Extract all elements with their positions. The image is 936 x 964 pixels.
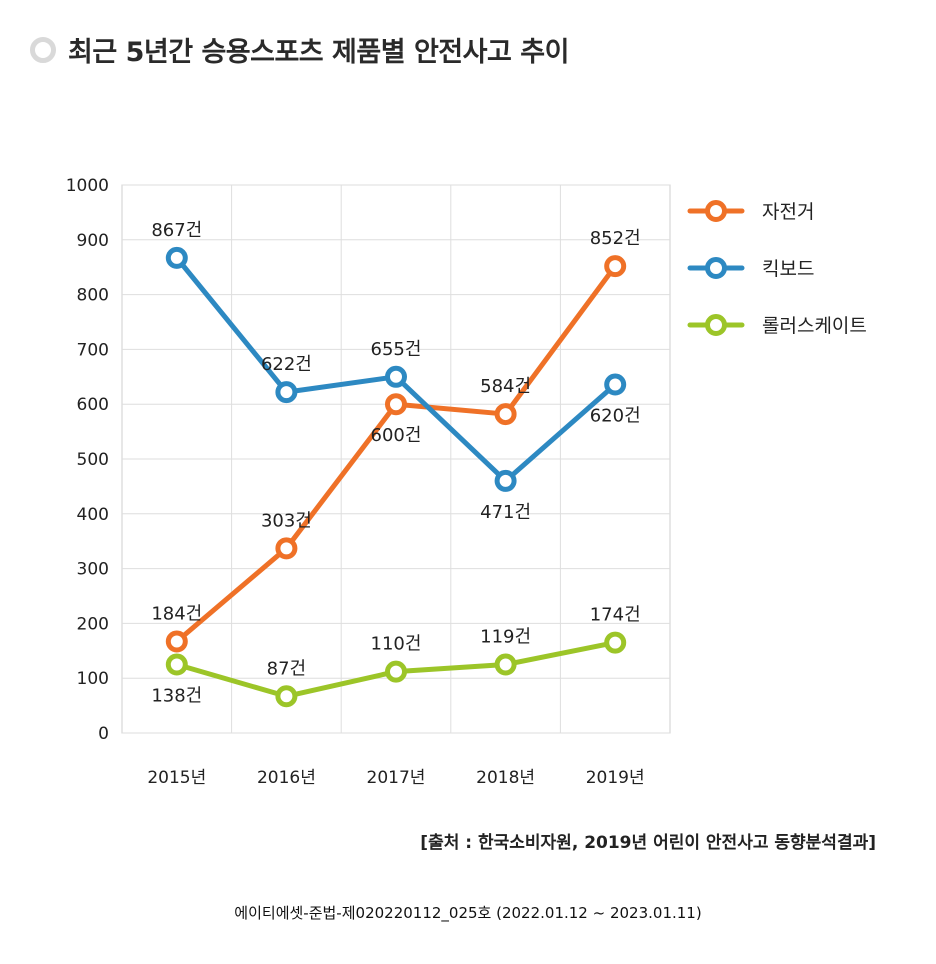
data-label: 138건 xyxy=(151,686,202,707)
legend-label: 롤러스케이트 xyxy=(762,315,867,337)
data-label: 119건 xyxy=(480,627,531,648)
data-point xyxy=(165,653,188,676)
data-point xyxy=(385,365,407,388)
data-point xyxy=(494,653,517,676)
x-tick-label: 2017년 xyxy=(367,768,426,788)
data-label: 174건 xyxy=(590,605,641,626)
data-label: 867건 xyxy=(151,220,202,241)
title-bullet-icon xyxy=(30,36,56,63)
data-point xyxy=(494,403,517,426)
data-point xyxy=(385,660,407,683)
data-label: 852건 xyxy=(590,228,641,249)
legend-label: 자전거 xyxy=(762,201,814,223)
line-chart: 0 100 200 300 400 500 600 700 800 900 1000 2015년 201… xyxy=(66,176,867,788)
y-tick-label: 300 xyxy=(77,560,109,580)
data-point xyxy=(604,373,627,396)
y-tick-label: 1000 xyxy=(66,176,109,196)
y-tick-label: 0 xyxy=(98,724,109,744)
data-point xyxy=(275,685,298,708)
y-tick-label: 500 xyxy=(77,450,109,470)
y-tick-label: 400 xyxy=(77,505,109,525)
legend-marker xyxy=(705,314,727,336)
x-tick-label: 2016년 xyxy=(257,768,316,788)
y-tick-label: 100 xyxy=(77,669,109,689)
data-point xyxy=(385,393,407,416)
y-tick-label: 200 xyxy=(77,614,109,634)
y-tick-label: 800 xyxy=(77,286,109,306)
data-point xyxy=(165,246,188,269)
source-note: [출처 : 한국소비자원, 2019년 어린이 안전사고 동향분석결과] xyxy=(420,833,876,853)
data-label: 655건 xyxy=(371,339,422,360)
data-label: 622건 xyxy=(261,354,312,375)
x-tick-label: 2018년 xyxy=(476,768,535,788)
data-point xyxy=(604,255,627,278)
y-tick-label: 600 xyxy=(77,395,109,415)
data-point xyxy=(165,630,188,653)
data-label: 110건 xyxy=(371,634,422,655)
data-label: 303건 xyxy=(261,510,312,531)
data-point xyxy=(494,469,517,492)
data-label: 184건 xyxy=(151,603,202,624)
data-label: 471건 xyxy=(480,502,531,523)
data-point xyxy=(604,631,627,654)
x-tick-label: 2019년 xyxy=(586,768,645,788)
data-label: 87건 xyxy=(267,658,306,679)
legend-marker xyxy=(705,257,727,279)
legend-marker xyxy=(705,200,727,222)
data-label: 600건 xyxy=(371,425,422,446)
data-point xyxy=(275,537,298,560)
data-label: 620건 xyxy=(590,405,641,426)
compliance-footer: 에이티에셋-준법-제020220112_025호 (2022.01.12 ~ 2… xyxy=(234,904,702,922)
y-tick-label: 900 xyxy=(77,231,109,251)
y-tick-label: 700 xyxy=(77,340,109,360)
data-point xyxy=(275,381,298,404)
legend-label: 킥보드 xyxy=(762,258,814,280)
chart-title: 최근 5년간 승용스포츠 제품별 안전사고 추이 xyxy=(68,37,569,68)
data-label: 584건 xyxy=(480,376,531,397)
x-tick-label: 2015년 xyxy=(147,768,206,788)
chart-header: 최근 5년간 승용스포츠 제품별 안전사고 추이 xyxy=(30,30,569,69)
